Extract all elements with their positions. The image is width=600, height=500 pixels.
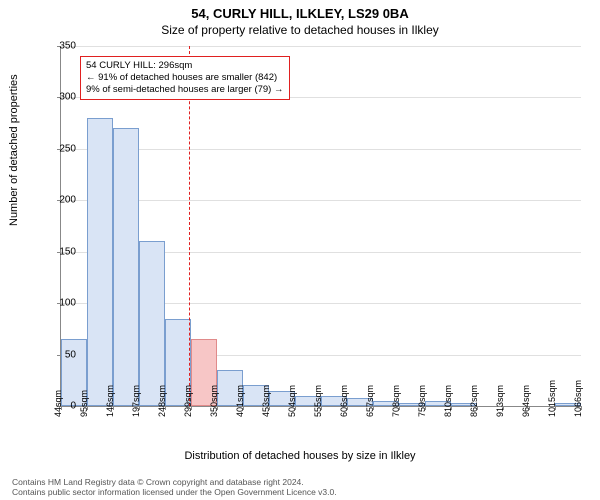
ytick-label: 350 xyxy=(46,41,76,52)
ytick-label: 300 xyxy=(46,92,76,103)
footer-line-2: Contains public sector information licen… xyxy=(12,488,337,498)
ytick-label: 250 xyxy=(46,143,76,154)
histogram-bar xyxy=(139,241,164,406)
plot-area xyxy=(60,46,581,407)
ytick-label: 50 xyxy=(46,349,76,360)
chart-container: 54, CURLY HILL, ILKLEY, LS29 0BA Size of… xyxy=(0,0,600,500)
gridline xyxy=(61,46,581,47)
chart-subtitle: Size of property relative to detached ho… xyxy=(0,21,600,41)
histogram-bar xyxy=(87,118,112,406)
ytick-label: 150 xyxy=(46,246,76,257)
annotation-line: 9% of semi-detached houses are larger (7… xyxy=(86,84,284,96)
annotation-line: 54 CURLY HILL: 296sqm xyxy=(86,60,284,72)
x-axis-label: Distribution of detached houses by size … xyxy=(0,450,600,462)
ytick-label: 100 xyxy=(46,298,76,309)
histogram-bar xyxy=(113,128,138,406)
chart-title: 54, CURLY HILL, ILKLEY, LS29 0BA xyxy=(0,0,600,21)
footer-attribution: Contains HM Land Registry data © Crown c… xyxy=(12,478,337,498)
marker-line xyxy=(189,46,190,406)
annotation-box: 54 CURLY HILL: 296sqm← 91% of detached h… xyxy=(80,56,290,100)
gridline xyxy=(61,149,581,150)
y-axis-label: Number of detached properties xyxy=(8,74,20,226)
gridline xyxy=(61,200,581,201)
ytick-label: 200 xyxy=(46,195,76,206)
annotation-line: ← 91% of detached houses are smaller (84… xyxy=(86,72,284,84)
